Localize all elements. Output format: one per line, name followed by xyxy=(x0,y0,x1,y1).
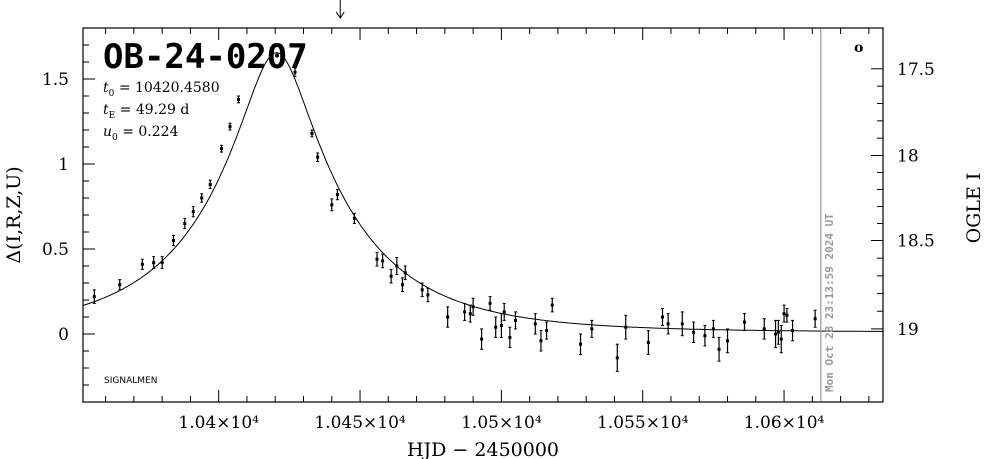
data-point xyxy=(785,308,789,323)
data-point xyxy=(395,257,399,275)
left-y-axis-ticks: 0 0.5 1 1.5 xyxy=(42,44,95,386)
data-point xyxy=(389,268,393,284)
data-point xyxy=(471,297,475,316)
data-point xyxy=(779,325,783,354)
data-point xyxy=(463,302,467,321)
data-point xyxy=(711,319,715,338)
param-tE: tE = 49.29 d xyxy=(103,102,189,121)
data-point xyxy=(717,336,721,362)
x-axis-ticks: 1.04×10⁴ 1.045×10⁴ 1.05×10⁴ 1.055×10⁴ 1.06×1… xyxy=(105,28,870,433)
data-point xyxy=(446,306,450,328)
chart-title: OB-24-0207 xyxy=(103,37,308,77)
data-point xyxy=(468,304,472,323)
data-point xyxy=(661,308,665,326)
data-point xyxy=(160,256,164,270)
timestamp-stamp: Mon Oct 28 23:13:59 2024 UT xyxy=(823,213,836,392)
right-y-axis-label: OGLE I xyxy=(963,173,985,244)
data-point xyxy=(310,129,314,138)
data-point xyxy=(813,309,817,328)
data-point xyxy=(539,330,543,352)
y-tick-label: 0.5 xyxy=(42,240,69,260)
data-point xyxy=(420,282,424,298)
data-point xyxy=(782,304,786,323)
data-point xyxy=(550,297,554,313)
x-tick-label: 1.055×10⁴ xyxy=(597,413,689,433)
data-point xyxy=(692,321,696,343)
right-y-tick-label: 19 xyxy=(897,320,919,340)
data-point xyxy=(480,328,484,350)
data-point xyxy=(191,206,195,218)
data-point xyxy=(726,328,730,354)
data-point xyxy=(92,289,96,304)
data-point xyxy=(208,179,212,190)
peak-arrow-marker xyxy=(335,0,345,19)
data-point xyxy=(590,319,594,338)
x-tick-label: 1.05×10⁴ xyxy=(461,413,542,433)
data-point xyxy=(488,296,492,311)
footer-label: SIGNALMEN xyxy=(104,376,157,386)
data-point xyxy=(220,144,224,153)
data-point xyxy=(508,326,512,349)
data-point xyxy=(403,265,407,281)
data-point xyxy=(140,258,144,270)
data-point xyxy=(352,212,356,224)
data-point xyxy=(579,333,583,355)
data-point xyxy=(118,279,122,291)
data-point xyxy=(502,302,506,321)
data-point xyxy=(624,314,628,340)
data-point xyxy=(293,67,297,77)
data-point xyxy=(171,234,175,247)
right-y-tick-label: 18 xyxy=(897,147,919,167)
param-t0: t0 = 10420.4580 xyxy=(103,80,220,99)
data-point xyxy=(152,256,156,270)
data-point xyxy=(514,311,518,330)
data-point xyxy=(381,253,385,269)
y-tick-label: 0 xyxy=(58,325,69,345)
x-tick-label: 1.045×10⁴ xyxy=(314,413,406,433)
corner-mark: o xyxy=(854,40,863,56)
right-y-axis-ticks: 17.5 18 18.5 19 xyxy=(871,60,935,340)
data-point xyxy=(400,277,404,292)
data-point xyxy=(774,319,778,349)
model-parameters: t0 = 10420.4580 tE = 49.29 d u0 = 0.224 xyxy=(103,80,220,143)
y-tick-label: 1.5 xyxy=(42,70,69,90)
data-point xyxy=(646,330,650,355)
data-point xyxy=(335,189,339,201)
data-point xyxy=(426,287,430,303)
data-point xyxy=(330,198,334,212)
param-u0: u0 = 0.224 xyxy=(103,124,179,143)
data-point xyxy=(183,217,187,230)
data-points xyxy=(92,67,817,372)
data-point xyxy=(762,318,766,340)
data-point xyxy=(776,319,780,345)
data-point xyxy=(742,313,746,332)
x-tick-label: 1.04×10⁴ xyxy=(178,413,259,433)
data-point xyxy=(375,251,379,267)
data-point xyxy=(494,316,498,338)
data-point xyxy=(228,122,232,131)
data-point xyxy=(791,319,795,342)
x-tick-label: 1.06×10⁴ xyxy=(744,413,825,433)
model-curve xyxy=(82,52,883,332)
data-point xyxy=(666,313,670,335)
data-point xyxy=(316,152,320,162)
data-point xyxy=(499,313,503,338)
data-point xyxy=(200,193,204,203)
data-point xyxy=(703,325,707,347)
right-y-tick-label: 18.5 xyxy=(897,232,935,252)
y-tick-label: 1 xyxy=(58,155,69,175)
data-point xyxy=(533,313,537,335)
data-point xyxy=(545,321,549,340)
data-point xyxy=(236,95,240,104)
data-point xyxy=(680,311,684,337)
left-y-axis-label: Δ(I,R,Z,U) xyxy=(3,166,25,263)
right-y-tick-label: 17.5 xyxy=(897,60,935,80)
x-axis-label: HJD − 2450000 xyxy=(407,439,559,459)
data-point xyxy=(615,343,619,372)
